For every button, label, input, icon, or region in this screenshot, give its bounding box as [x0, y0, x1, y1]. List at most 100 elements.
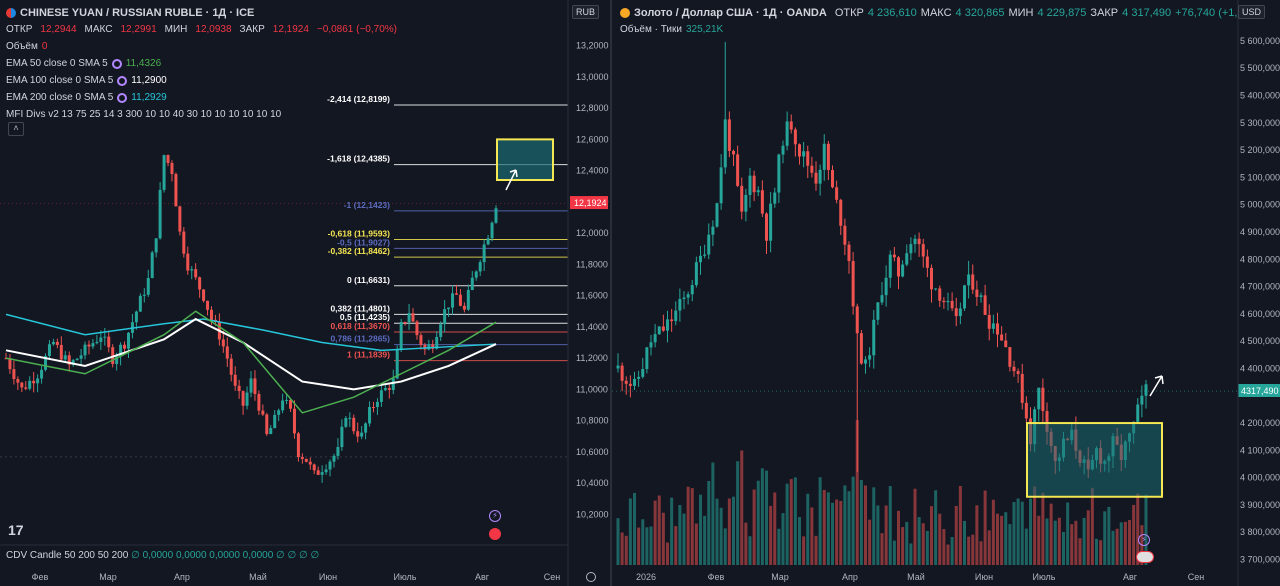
right-lightning-icon[interactable]: ⚡ — [1138, 534, 1150, 546]
indicator-settings-icon[interactable] — [117, 92, 128, 103]
left-candle-body — [8, 358, 12, 370]
right-y-tick-label: 5 400,000 — [1240, 91, 1280, 101]
right-volume-label[interactable]: Объём · Тики — [620, 23, 682, 35]
volume-bar — [1016, 498, 1020, 565]
volume-bar — [1144, 494, 1148, 565]
right-y-tick-label: 5 600,000 — [1240, 36, 1280, 46]
volume-bar — [905, 521, 909, 565]
ema200-line — [5, 313, 497, 352]
fib-level-label: -0,382 (11,8462) — [328, 246, 391, 256]
right-y-tick-label: 5 000,000 — [1240, 200, 1280, 210]
volume-bar — [975, 505, 979, 565]
volume-bar — [740, 450, 744, 565]
left-y-tick-label: 10,2000 — [576, 509, 609, 519]
right-y-tick-label: 4 200,000 — [1240, 418, 1280, 428]
left-currency-selector[interactable]: RUB — [572, 5, 600, 19]
left-candle-body — [423, 344, 427, 350]
fib-level-label: 0,5 (11,4235) — [340, 312, 390, 322]
left-ohlc-value: −0,0861 (−0,70%) — [316, 23, 397, 35]
volume-bar — [633, 492, 636, 565]
volume-bar — [773, 492, 777, 565]
right-y-tick-label: 4 400,000 — [1240, 363, 1280, 373]
collapse-legend-icon[interactable]: ˄ — [8, 122, 24, 136]
left-candle-body — [360, 432, 364, 437]
right-y-tick-label: 3 700,000 — [1240, 555, 1280, 565]
volume-bar — [1049, 503, 1053, 565]
right-y-tick-label: 4 600,000 — [1240, 309, 1280, 319]
right-candle-body — [661, 326, 665, 331]
left-y-tick-label: 11,0000 — [576, 384, 608, 394]
volume-bar — [930, 506, 933, 565]
right-candle-body — [934, 288, 938, 290]
left-candle-body — [470, 277, 474, 291]
right-candle-body — [859, 333, 863, 364]
volume-bar — [913, 488, 917, 565]
right-candle-body — [686, 294, 690, 298]
cdv-indicator-label[interactable]: CDV Candle 50 200 50 200 — [6, 550, 129, 561]
fib-level-label: -1 (12,1423) — [344, 200, 390, 210]
volume-bar — [1099, 540, 1103, 565]
left-candle-body — [443, 309, 447, 325]
right-candle-body — [624, 380, 628, 384]
volume-bar — [657, 495, 661, 565]
volume-bar — [707, 481, 711, 565]
ema-legend-row[interactable]: EMA 50 close 0 SMA 5 11,4326 — [6, 55, 401, 72]
volume-bar — [967, 536, 971, 565]
left-candle-body — [348, 417, 352, 419]
volume-bar — [996, 513, 999, 565]
volume-bar — [909, 543, 913, 565]
volume-bar — [723, 528, 727, 565]
left-candle-body — [51, 341, 55, 345]
volume-bar — [637, 527, 641, 565]
volume-bar — [835, 499, 839, 565]
left-candle-body — [71, 360, 75, 365]
left-chart-panel[interactable]: 13,200013,000012,800012,600012,400012,20… — [0, 0, 610, 586]
left-candle-body — [162, 155, 166, 190]
left-candle-body — [115, 356, 119, 365]
left-candle-body — [44, 355, 48, 370]
left-candle-body — [225, 346, 229, 359]
volume-bar — [1111, 530, 1115, 565]
left-ohlc-label: ЗАКР — [239, 23, 265, 35]
volume-bar — [798, 517, 801, 565]
time-zone-gear-icon[interactable] — [586, 572, 596, 582]
right-candle-body — [905, 253, 909, 265]
breakout-arrow — [1149, 375, 1164, 397]
ema-label: EMA 200 close 0 SMA 5 — [6, 91, 114, 103]
panel-divider[interactable] — [610, 0, 612, 586]
volume-bar — [793, 477, 797, 565]
right-currency-selector[interactable]: USD — [1238, 5, 1266, 19]
right-volume-value: 325,21K — [685, 23, 724, 35]
left-candle-body — [241, 391, 245, 406]
mfi-indicator-label[interactable]: MFI Divs v2 13 75 25 14 3 300 10 10 40 3… — [6, 108, 282, 120]
right-candle-body — [851, 261, 855, 307]
indicator-settings-icon[interactable] — [117, 75, 128, 86]
ema-legend-row[interactable]: EMA 200 close 0 SMA 5 11,2929 — [6, 89, 401, 106]
right-candle-body — [657, 326, 661, 335]
left-candle-body — [158, 189, 162, 239]
fib-level-label: 0,786 (11,2865) — [330, 334, 390, 344]
volume-bar — [822, 489, 826, 565]
left-legend: CHINESE YUAN / RUSSIAN RUBLE · 1Д · ICE … — [6, 4, 401, 123]
volume-bar — [991, 499, 995, 565]
indicator-settings-icon[interactable] — [111, 58, 122, 69]
left-candle-body — [194, 269, 198, 278]
alert-dot-icon[interactable] — [489, 528, 501, 540]
volume-bar — [699, 494, 702, 565]
us-flag-icon[interactable] — [1136, 551, 1154, 563]
left-candle-body — [79, 355, 83, 359]
volume-bar — [1119, 522, 1123, 565]
left-current-price-text: 12,1924 — [574, 198, 607, 208]
left-candle-body — [324, 469, 328, 473]
volume-bar — [1128, 520, 1131, 565]
left-candle-body — [403, 322, 407, 324]
right-x-tick-label: Июн — [975, 572, 993, 582]
lightning-icon[interactable]: ⚡ — [489, 510, 501, 522]
left-chart-canvas[interactable]: 13,200013,000012,800012,600012,400012,20… — [0, 0, 610, 586]
volume-bar — [1074, 520, 1078, 565]
right-candle-body — [806, 151, 810, 166]
right-chart-panel[interactable]: 5 600,000 5 500,000 5 400,000 5 300,000 5 20… — [612, 0, 1280, 586]
ema-legend-row[interactable]: EMA 100 close 0 SMA 5 11,2900 — [6, 72, 401, 89]
right-candle-body — [991, 323, 995, 329]
right-chart-canvas[interactable]: 5 600,000 5 500,000 5 400,000 5 300,000 5 20… — [612, 0, 1280, 586]
